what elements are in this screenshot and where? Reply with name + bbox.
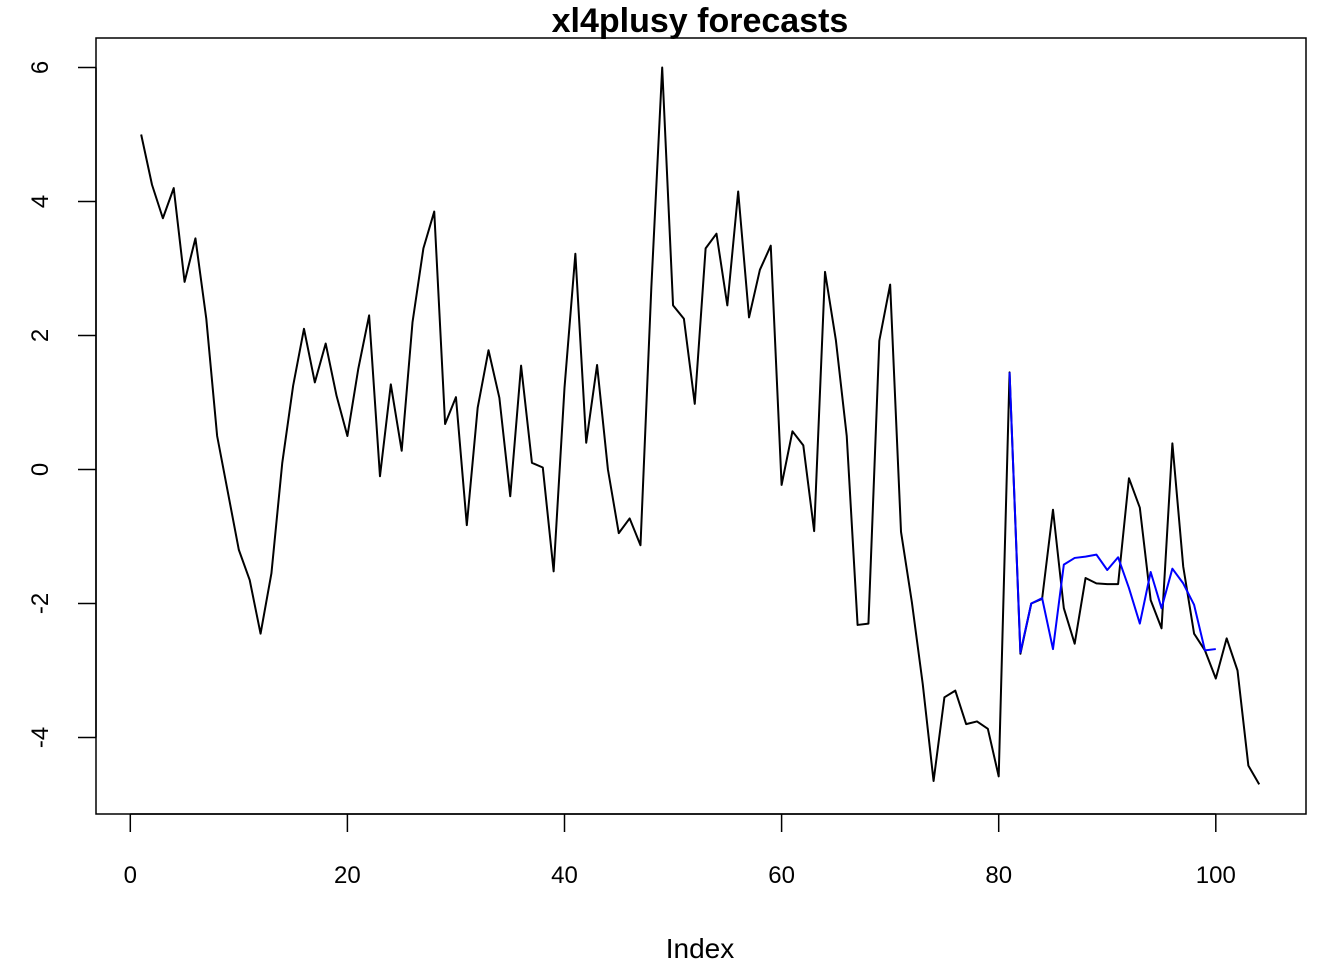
plot-frame (95, 37, 1307, 815)
series-layer (140, 66, 1261, 785)
x-axis-label: Index (666, 933, 735, 960)
y-tick-label: 4 (27, 195, 54, 208)
y-tick-label: 0 (27, 463, 54, 476)
x-tick-label: 80 (985, 862, 1012, 889)
series-line-observed (140, 66, 1261, 785)
chart-title: xl4plusy forecasts (552, 2, 849, 40)
y-tick-label: -2 (27, 593, 54, 614)
y-tick-label: 6 (27, 61, 54, 74)
y-axis: -4 -2 0 2 4 6 (27, 61, 97, 748)
x-tick-label: 40 (551, 862, 578, 889)
x-tick-label: 60 (768, 862, 795, 889)
x-tick-label: 20 (334, 862, 361, 889)
y-tick-label: 2 (27, 329, 54, 342)
series-line-forecast (1008, 372, 1216, 654)
x-axis: 0 20 40 60 80 100 (124, 813, 1236, 889)
y-tick-label: -4 (27, 727, 54, 748)
x-tick-label: 0 (124, 862, 137, 889)
x-tick-label: 100 (1196, 862, 1236, 889)
